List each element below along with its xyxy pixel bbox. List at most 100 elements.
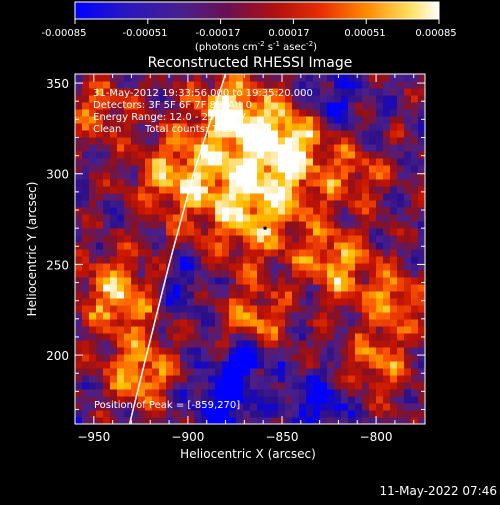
- heatmap-cell: [418, 207, 425, 215]
- heatmap-cell: [397, 277, 405, 285]
- heatmap-cell: [383, 354, 391, 362]
- heatmap-cell: [327, 172, 335, 180]
- heatmap-cell: [159, 298, 167, 306]
- heatmap-cell: [397, 389, 405, 397]
- heatmap-cell: [229, 179, 237, 187]
- heatmap-cell: [152, 172, 160, 180]
- heatmap-cell: [201, 368, 209, 376]
- heatmap-cell: [397, 410, 405, 418]
- heatmap-cell: [173, 410, 181, 418]
- heatmap-cell: [285, 256, 293, 264]
- heatmap-cell: [278, 256, 286, 264]
- heatmap-cell: [285, 249, 293, 257]
- heatmap-cell: [117, 116, 125, 124]
- heatmap-cell: [103, 354, 111, 362]
- heatmap-cell: [208, 151, 216, 159]
- heatmap-cell: [271, 137, 279, 145]
- heatmap-cell: [327, 256, 335, 264]
- heatmap-cell: [334, 74, 342, 82]
- heatmap-cell: [201, 340, 209, 348]
- heatmap-cell: [292, 340, 300, 348]
- heatmap-cell: [355, 340, 363, 348]
- heatmap-cell: [397, 263, 405, 271]
- heatmap-cell: [96, 81, 104, 89]
- heatmap-cell: [110, 123, 118, 131]
- heatmap-cell: [250, 249, 258, 257]
- heatmap-cell: [397, 95, 405, 103]
- heatmap-cell: [271, 361, 279, 369]
- heatmap-cell: [397, 403, 405, 411]
- heatmap-cell: [327, 235, 335, 243]
- heatmap-cell: [222, 410, 230, 418]
- heatmap-cell: [404, 347, 412, 355]
- heatmap-cell: [201, 200, 209, 208]
- heatmap-cell: [320, 151, 328, 159]
- heatmap-cell: [411, 235, 419, 243]
- heatmap-cell: [187, 151, 195, 159]
- heatmap-cell: [278, 312, 286, 320]
- heatmap-cell: [82, 284, 90, 292]
- heatmap-cell: [250, 333, 258, 341]
- heatmap-cell: [376, 228, 384, 236]
- heatmap-cell: [89, 417, 97, 424]
- heatmap-cell: [313, 186, 321, 194]
- heatmap-cell: [383, 151, 391, 159]
- heatmap-cell: [383, 249, 391, 257]
- heatmap-cell: [397, 116, 405, 124]
- heatmap-cell: [250, 88, 258, 96]
- heatmap-cell: [208, 347, 216, 355]
- method-text: Clean: [93, 124, 121, 135]
- heatmap-cell: [250, 410, 258, 418]
- heatmap-cell: [124, 144, 132, 152]
- heatmap-cell: [390, 207, 398, 215]
- heatmap-cell: [96, 242, 104, 250]
- heatmap-cell: [187, 228, 195, 236]
- heatmap-cell: [166, 354, 174, 362]
- heatmap-cell: [82, 207, 90, 215]
- heatmap-cell: [278, 207, 286, 215]
- heatmap-cell: [208, 130, 216, 138]
- heatmap-cell: [313, 235, 321, 243]
- heatmap-cell: [222, 389, 230, 397]
- heatmap-cell: [418, 172, 425, 180]
- heatmap-cell: [138, 354, 146, 362]
- heatmap-cell: [180, 263, 188, 271]
- heatmap-cell: [124, 361, 132, 369]
- heatmap-cell: [313, 389, 321, 397]
- heatmap-cell: [257, 263, 265, 271]
- heatmap-cell: [327, 242, 335, 250]
- heatmap-cell: [264, 319, 272, 327]
- heatmap-cell: [110, 277, 118, 285]
- heatmap-cell: [285, 389, 293, 397]
- heatmap-cell: [278, 298, 286, 306]
- heatmap-cell: [117, 88, 125, 96]
- heatmap-cell: [89, 319, 97, 327]
- heatmap-cell: [250, 130, 258, 138]
- heatmap-cell: [390, 242, 398, 250]
- heatmap-cell: [89, 207, 97, 215]
- heatmap-cell: [299, 305, 307, 313]
- heatmap-cell: [390, 200, 398, 208]
- colorbar-tick-label: -0.00085: [42, 28, 87, 39]
- heatmap-cell: [131, 214, 139, 222]
- heatmap-cell: [292, 151, 300, 159]
- heatmap-cell: [411, 116, 419, 124]
- heatmap-cell: [341, 389, 349, 397]
- heatmap-cell: [348, 417, 356, 424]
- heatmap-cell: [208, 403, 216, 411]
- heatmap-cell: [250, 144, 258, 152]
- heatmap-cell: [131, 305, 139, 313]
- heatmap-cell: [306, 228, 314, 236]
- heatmap-cell: [131, 312, 139, 320]
- heatmap-cell: [222, 333, 230, 341]
- heatmap-cell: [96, 130, 104, 138]
- heatmap-cell: [299, 137, 307, 145]
- heatmap-cell: [236, 389, 244, 397]
- heatmap-cell: [292, 172, 300, 180]
- heatmap-cell: [222, 165, 230, 173]
- heatmap-cell: [215, 375, 223, 383]
- heatmap-cell: [152, 263, 160, 271]
- solar-limb-curve: [128, 74, 227, 424]
- heatmap-cell: [138, 116, 146, 124]
- heatmap-cell: [222, 81, 230, 89]
